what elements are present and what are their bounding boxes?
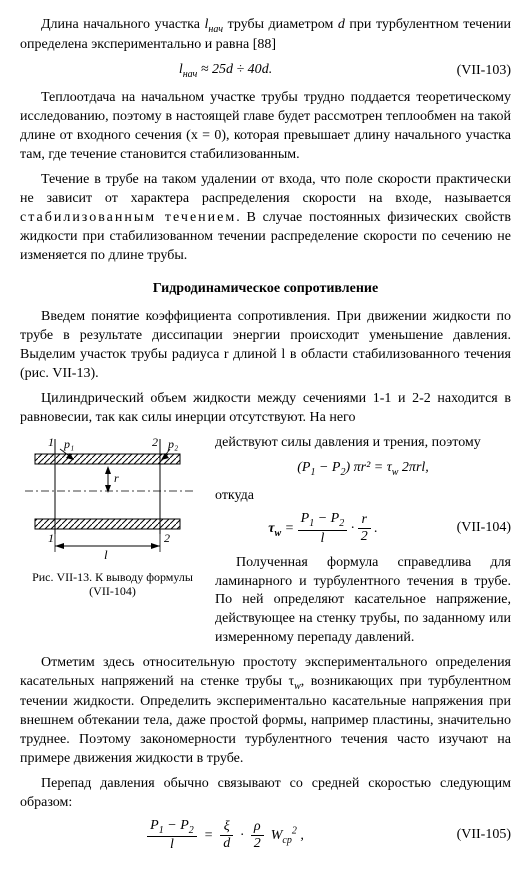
equation-vii-105: P1 − P2l = ξd · ρ2 Wср2 , (VII-105) bbox=[20, 819, 511, 853]
text-column: действуют силы давления и трения, по­это… bbox=[215, 434, 511, 654]
para-7: откуда bbox=[215, 487, 511, 506]
fig-label-1-bot: 1 bbox=[48, 531, 54, 545]
fig-label-r: r bbox=[114, 471, 119, 485]
para-5: Цилиндрический объем жидкости между сече… bbox=[20, 390, 511, 428]
para-4: Введем понятие коэффициента сопротивлени… bbox=[20, 308, 511, 384]
para-8: Полученная формула справедлива для ламин… bbox=[215, 554, 511, 648]
term-stabilized-flow: стабилизованным течением bbox=[20, 210, 236, 225]
eq-num-104: (VII-104) bbox=[431, 519, 511, 538]
figure-caption: Рис. VII-13. К выво­ду формулы (VII-104) bbox=[20, 570, 205, 599]
figure-text-row: 1 p₁ 2 p₂ 1 2 r l Рис. VII-13. К выво­ду… bbox=[20, 434, 511, 654]
fig-label-p1: p₁ bbox=[63, 437, 74, 451]
section-title: Гидродинамическое сопротивление bbox=[20, 280, 511, 299]
fig-label-2-top: 2 bbox=[152, 435, 158, 449]
fig-label-2-bot: 2 bbox=[164, 531, 170, 545]
fig-label-p2: p₂ bbox=[167, 437, 178, 451]
fig-label-1-top: 1 bbox=[48, 435, 54, 449]
fig-label-l: l bbox=[104, 547, 108, 562]
equation-vii-103: lнач ≈ 25d ÷ 40d. (VII-103) bbox=[20, 61, 511, 81]
para-3a: Течение в трубе на таком удалении от вхо… bbox=[20, 172, 511, 206]
para-intro: Длина начального участка lнач трубы диам… bbox=[20, 16, 511, 55]
para-3: Течение в трубе на таком удалении от вхо… bbox=[20, 171, 511, 265]
equation-balance: (P1 − P2) πr² = τw 2πrl, bbox=[215, 459, 511, 479]
para-6: действуют силы давления и трения, по­это… bbox=[215, 434, 511, 453]
para-10: Перепад давления обычно связывают со сре… bbox=[20, 775, 511, 813]
eq-num-105: (VII-105) bbox=[431, 826, 511, 845]
equation-vii-104: τw = P1 − P2l · r2 . (VII-104) bbox=[215, 512, 511, 546]
eq-num-103: (VII-103) bbox=[431, 62, 511, 81]
para-9: Отметим здесь относительную простоту экс… bbox=[20, 654, 511, 769]
figure-column: 1 p₁ 2 p₂ 1 2 r l Рис. VII-13. К выво­ду… bbox=[20, 434, 205, 654]
figure-vii-13: 1 p₁ 2 p₂ 1 2 r l bbox=[20, 434, 205, 564]
para-2: Теплоотдача на начальном участке трубы т… bbox=[20, 89, 511, 165]
